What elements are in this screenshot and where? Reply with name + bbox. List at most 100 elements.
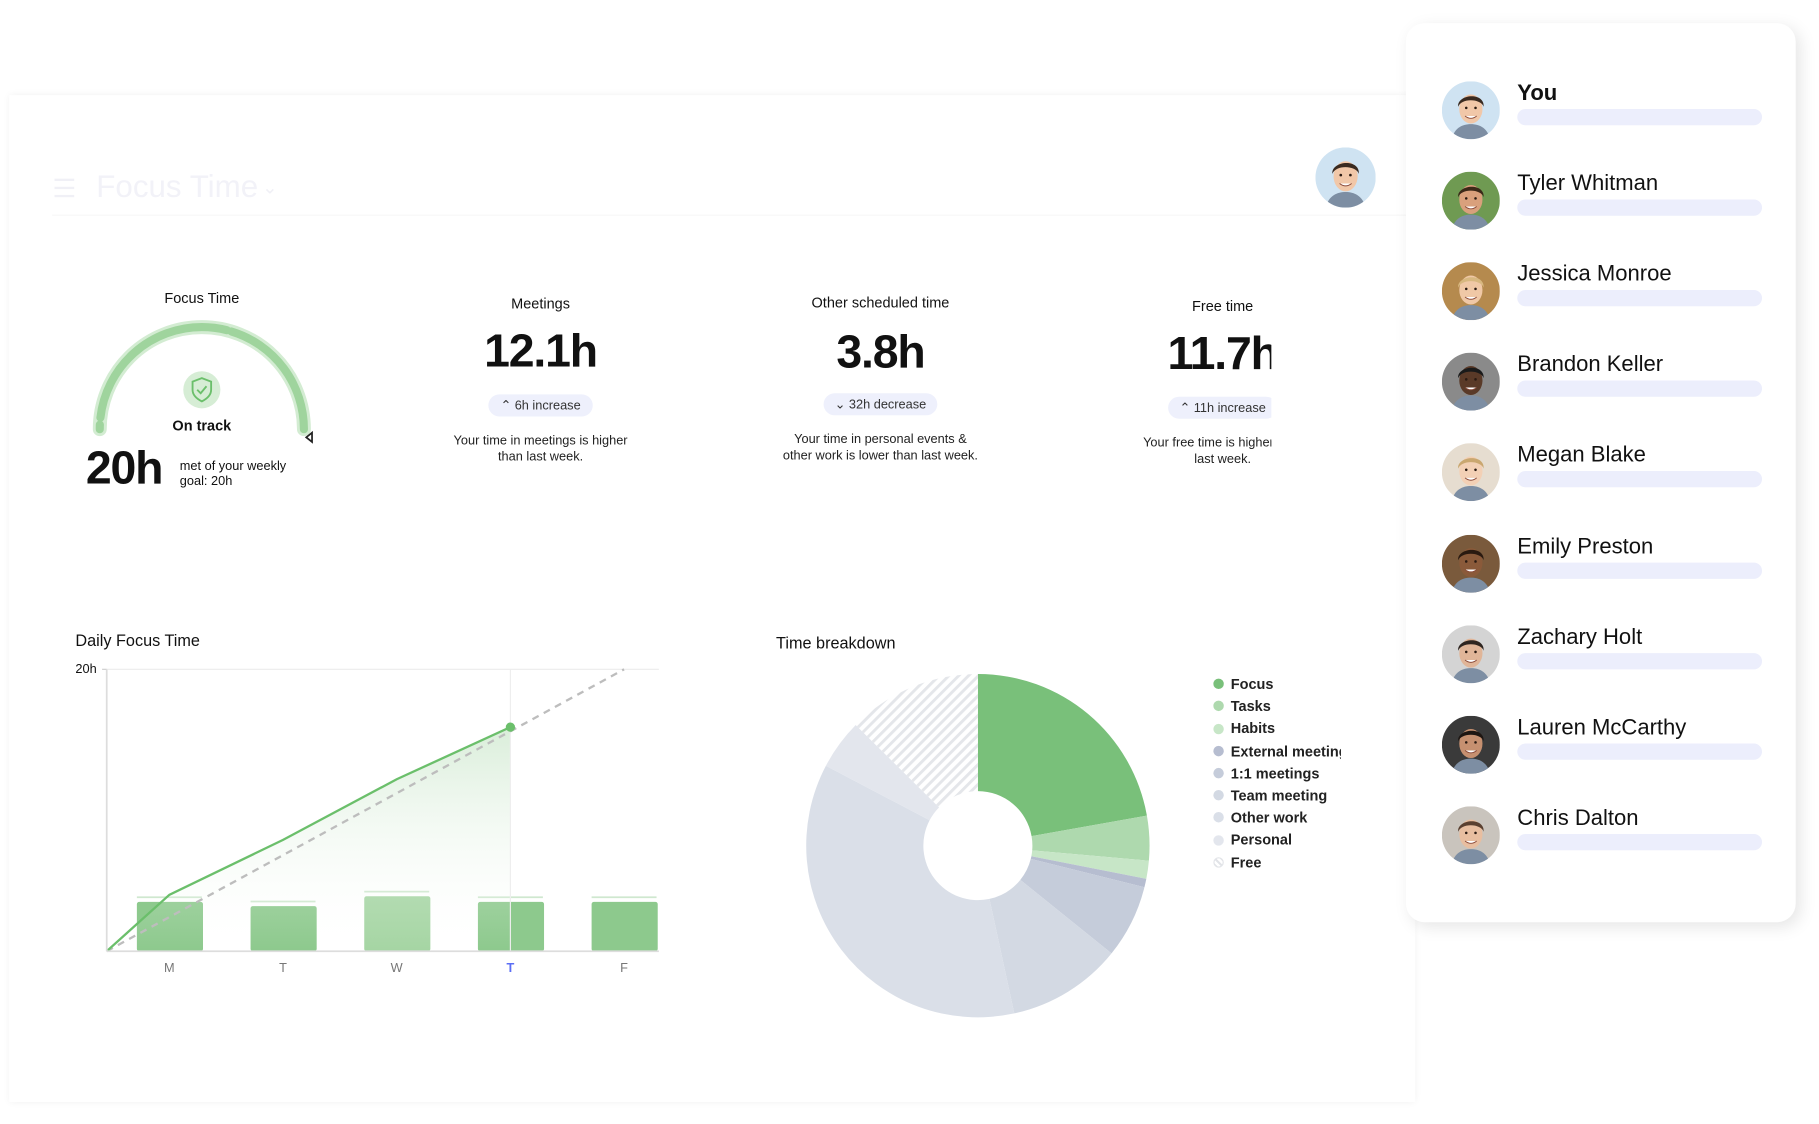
desc-line: last week.	[1194, 452, 1252, 467]
day-label: T	[279, 961, 287, 976]
person-name[interactable]: Chris Dalton	[1517, 805, 1639, 831]
person-avatar[interactable]	[1441, 534, 1500, 593]
legend-item[interactable]: Personal	[1213, 832, 1292, 851]
person-bar	[1517, 199, 1763, 216]
person-avatar[interactable]	[1441, 715, 1500, 774]
legend-swatch	[1213, 701, 1224, 712]
person-name[interactable]: Brandon Keller	[1517, 352, 1664, 378]
day-label: W	[390, 961, 403, 976]
person-avatar[interactable]	[1441, 81, 1500, 140]
bar	[591, 901, 658, 952]
legend-label: 1:1 meetings	[1230, 765, 1320, 782]
person-bar	[1517, 380, 1763, 398]
desc-line: other work is lower than last week.	[782, 448, 978, 463]
chevrons-up-icon: ⌃	[1179, 401, 1191, 416]
legend-item[interactable]: Team meeting	[1213, 788, 1327, 807]
stat-value: 12.1h	[484, 325, 598, 377]
pie-slice-team-meeting[interactable]	[989, 879, 1112, 1014]
focus-note: met of your weekly goal: 20h	[180, 459, 286, 489]
person-name[interactable]: Lauren McCarthy	[1517, 715, 1687, 740]
legend-label: Personal	[1230, 832, 1293, 849]
user-avatar[interactable]	[1315, 147, 1376, 208]
legend-swatch	[1213, 812, 1224, 823]
meetings-stat: Meetings 12.1h ⌃ 6h increase Your time i…	[401, 296, 679, 465]
person-avatar[interactable]	[1441, 624, 1500, 683]
legend-item[interactable]: Focus	[1213, 676, 1273, 695]
daily-focus-chart	[102, 668, 659, 953]
shield-badge	[183, 371, 221, 409]
other-scheduled-stat: Other scheduled time 3.8h ⌄ 32h decrease…	[741, 295, 1019, 464]
legend-item[interactable]: External meetings	[1213, 743, 1341, 762]
chevrons-up-icon: ⌃	[500, 399, 512, 413]
desc-line: than last week.	[498, 450, 584, 464]
badge-text: 32h decrease	[848, 397, 927, 412]
focus-gauge	[92, 320, 313, 444]
stat-title: Focus Time	[164, 290, 240, 307]
person-bar	[1517, 743, 1763, 760]
legend-item[interactable]: 1:1 meetings	[1213, 765, 1319, 784]
chevron-down-icon[interactable]: ⌄	[262, 178, 278, 199]
legend-swatch	[1213, 790, 1224, 801]
person-bar	[1517, 290, 1763, 307]
legend-swatch	[1213, 767, 1224, 779]
person-bar	[1517, 471, 1763, 488]
person-bar	[1517, 109, 1763, 126]
note-line: goal: 20h	[179, 474, 233, 489]
change-badge: ⌃ 6h increase	[488, 394, 593, 417]
gauge-marker-icon	[304, 430, 313, 444]
person-name[interactable]: Jessica Monroe	[1517, 262, 1672, 287]
focus-time-stat: Focus Time	[63, 290, 341, 306]
legend-label: Free	[1230, 854, 1262, 871]
legend-item[interactable]: Habits	[1213, 721, 1275, 740]
pie-slice-free[interactable]	[855, 673, 978, 808]
person-bar	[1517, 562, 1763, 579]
legend-label: Habits	[1230, 720, 1276, 738]
change-badge: ⌃ 11h increase	[1167, 396, 1272, 419]
daily-focus-title: Daily Focus Time	[75, 631, 200, 650]
legend-swatch	[1213, 834, 1224, 846]
pie-slice-habits[interactable]	[1031, 850, 1149, 879]
person-avatar[interactable]	[1441, 171, 1500, 230]
y-tick-label: 20h	[75, 662, 97, 677]
desc-line: Your free time is higher than	[1143, 436, 1272, 451]
stat-title: Free time	[1192, 298, 1254, 315]
time-breakdown-title: Time breakdown	[776, 633, 896, 652]
pie-slice-personal[interactable]	[825, 725, 940, 821]
pie-slice-external-meetings[interactable]	[1030, 856, 1147, 888]
pie-slice-1-1-meetings[interactable]	[1020, 858, 1145, 954]
chevrons-down-icon: ⌄	[834, 397, 846, 412]
note-line: met of your weekly	[179, 459, 287, 474]
legend-item[interactable]: Tasks	[1213, 699, 1271, 718]
status-label: On track	[172, 417, 232, 434]
cumulative-line	[105, 726, 511, 953]
person-name[interactable]: Tyler Whitman	[1517, 171, 1659, 197]
legend-item[interactable]: Other work	[1213, 810, 1307, 829]
person-name[interactable]: Megan Blake	[1517, 443, 1646, 468]
pie-slice-other-work[interactable]	[806, 765, 1015, 1018]
person-avatar[interactable]	[1441, 805, 1500, 864]
person-name[interactable]: Emily Preston	[1517, 534, 1654, 559]
person-name[interactable]: You	[1517, 81, 1558, 106]
badge-text: 6h increase	[514, 399, 581, 413]
goal-line	[106, 668, 625, 953]
person-avatar[interactable]	[1441, 352, 1500, 411]
day-label: T	[506, 961, 515, 976]
legend-swatch	[1213, 723, 1224, 734]
legend-label: Other work	[1230, 809, 1308, 827]
pie-legend: Focus Tasks Habits External meetings 1:1 mee…	[1206, 676, 1341, 885]
stat-value: 3.8h	[836, 327, 925, 379]
desc-line: Your time in personal events &	[794, 432, 967, 447]
free-time-stat: Free time 11.7h ⌃ 11h increase Your free…	[1083, 298, 1272, 467]
person-avatar[interactable]	[1441, 443, 1500, 502]
pie-slice-focus[interactable]	[977, 673, 1147, 837]
free-time-clip: Free time 11.7h ⌃ 11h increase Your free…	[1083, 298, 1272, 507]
person-name[interactable]: Zachary Holt	[1517, 624, 1643, 650]
pie-slice-tasks[interactable]	[1031, 815, 1150, 861]
badge-text: 11h increase	[1193, 401, 1266, 416]
person-avatar[interactable]	[1441, 262, 1500, 321]
legend-item[interactable]: Free	[1213, 854, 1261, 873]
day-label: F	[620, 961, 628, 976]
hamburger-icon[interactable]	[54, 178, 75, 203]
shield-check-icon	[191, 377, 213, 403]
header-divider	[52, 214, 1416, 216]
